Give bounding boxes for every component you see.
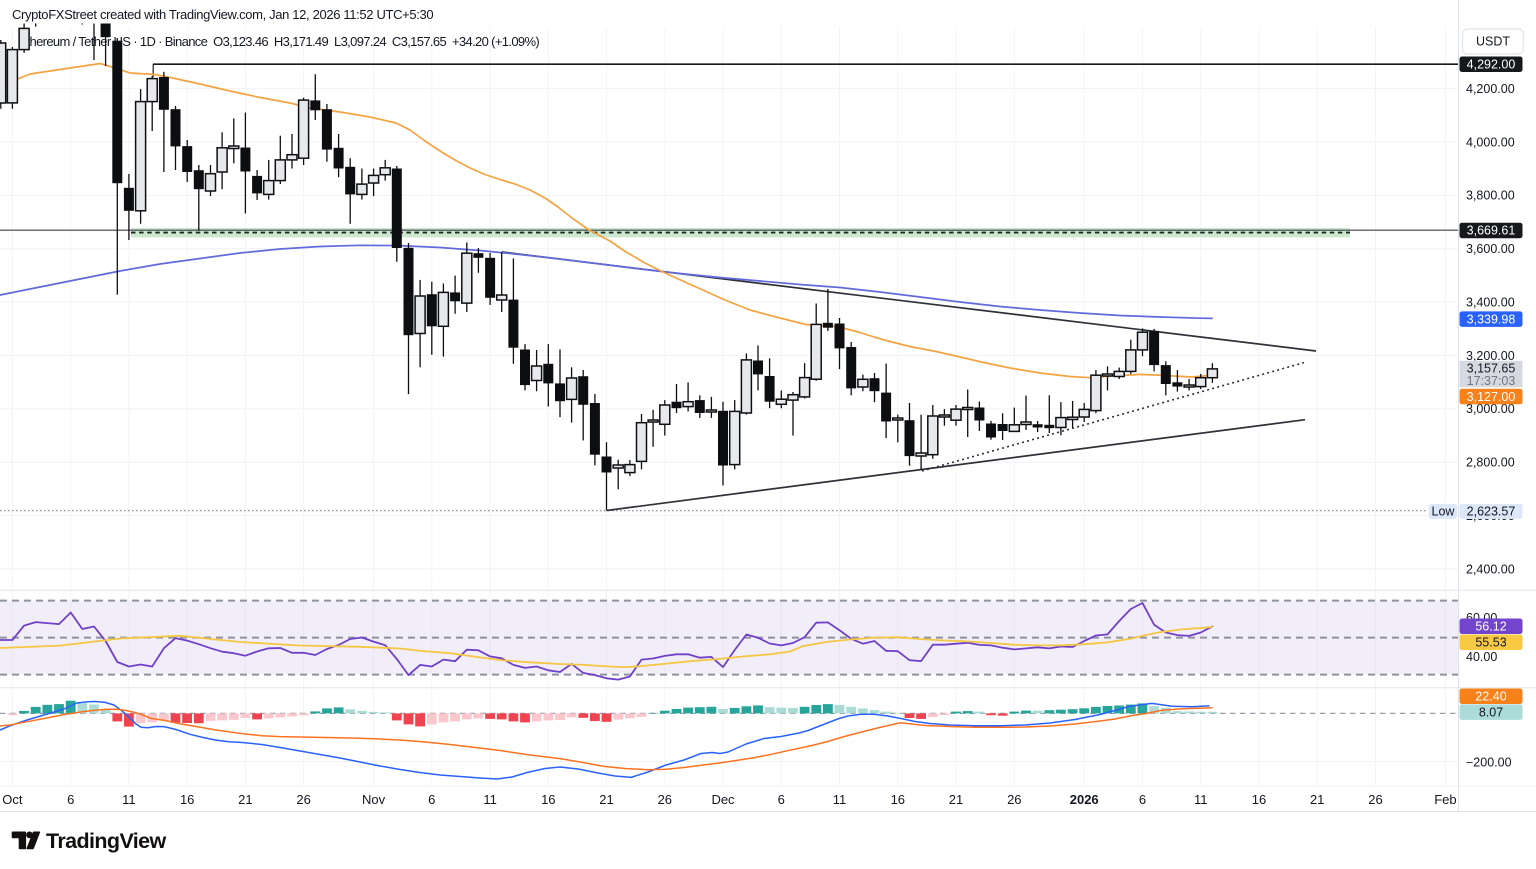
- svg-text:56.12: 56.12: [1475, 620, 1506, 634]
- svg-text:22.40: 22.40: [1475, 690, 1506, 704]
- svg-text:3,000.00: 3,000.00: [1466, 402, 1515, 416]
- svg-text:Low: Low: [1432, 504, 1456, 518]
- svg-text:16: 16: [891, 792, 905, 807]
- svg-text:21: 21: [949, 792, 963, 807]
- svg-text:2,623.57: 2,623.57: [1467, 504, 1516, 518]
- svg-text:21: 21: [1310, 792, 1324, 807]
- svg-text:4,292.00: 4,292.00: [1467, 58, 1516, 72]
- svg-text:3,400.00: 3,400.00: [1466, 295, 1515, 309]
- svg-text:2,400.00: 2,400.00: [1466, 562, 1515, 576]
- svg-text:11: 11: [1194, 792, 1208, 807]
- svg-text:21: 21: [238, 792, 252, 807]
- svg-text:3,200.00: 3,200.00: [1466, 349, 1515, 363]
- svg-text:2,800.00: 2,800.00: [1466, 456, 1515, 470]
- svg-text:4,000.00: 4,000.00: [1466, 135, 1515, 149]
- svg-text:3,339.98: 3,339.98: [1467, 313, 1516, 327]
- svg-text:21: 21: [599, 792, 613, 807]
- svg-text:11: 11: [833, 792, 847, 807]
- svg-text:3,600.00: 3,600.00: [1466, 242, 1515, 256]
- svg-text:6: 6: [1139, 792, 1146, 807]
- svg-text:3,127.00: 3,127.00: [1467, 390, 1516, 404]
- svg-text:16: 16: [180, 792, 194, 807]
- svg-text:3,669.61: 3,669.61: [1467, 224, 1516, 238]
- svg-text:11: 11: [122, 792, 136, 807]
- svg-text:55.53: 55.53: [1475, 636, 1506, 650]
- svg-text:16: 16: [1252, 792, 1266, 807]
- svg-text:26: 26: [1007, 792, 1021, 807]
- svg-text:Ethereum / Tether US · 1D · Bi: Ethereum / Tether US · 1D · Binance O3,1…: [19, 34, 540, 49]
- svg-text:2026: 2026: [1070, 792, 1099, 807]
- svg-text:26: 26: [296, 792, 310, 807]
- svg-text:3,800.00: 3,800.00: [1466, 189, 1515, 203]
- svg-text:4,200.00: 4,200.00: [1466, 82, 1515, 96]
- svg-text:Feb: Feb: [1434, 792, 1456, 807]
- svg-text:USDT: USDT: [1476, 35, 1510, 49]
- svg-text:Nov: Nov: [362, 792, 386, 807]
- svg-text:6: 6: [67, 792, 74, 807]
- svg-text:3,157.65: 3,157.65: [1467, 361, 1516, 375]
- svg-text:TradingView: TradingView: [46, 829, 167, 853]
- svg-text:11: 11: [483, 792, 497, 807]
- svg-text:−200.00: −200.00: [1466, 756, 1512, 770]
- svg-text:26: 26: [1368, 792, 1382, 807]
- svg-text:40.00: 40.00: [1466, 650, 1497, 664]
- svg-text:26: 26: [658, 792, 672, 807]
- svg-text:17:37:03: 17:37:03: [1467, 374, 1516, 388]
- svg-text:16: 16: [541, 792, 555, 807]
- svg-text:Dec: Dec: [711, 792, 735, 807]
- svg-text:Oct: Oct: [2, 792, 23, 807]
- svg-text:6: 6: [428, 792, 435, 807]
- svg-text:6: 6: [778, 792, 785, 807]
- svg-text:8.07: 8.07: [1479, 705, 1503, 719]
- svg-text:CryptoFXStreet created with Tr: CryptoFXStreet created with TradingView.…: [12, 7, 433, 22]
